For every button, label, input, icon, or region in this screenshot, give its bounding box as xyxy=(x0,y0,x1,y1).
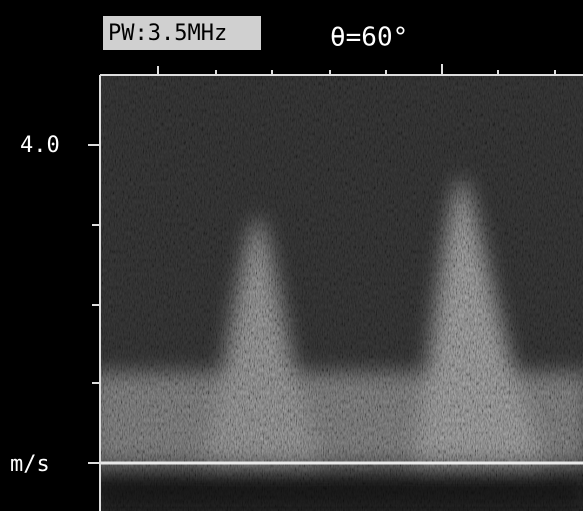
spectral-display xyxy=(100,75,583,511)
axis-frame xyxy=(88,64,583,511)
scale-top-label: 4.0 xyxy=(20,133,60,158)
speckle-noise xyxy=(100,75,583,511)
mode-box xyxy=(103,16,261,50)
mode-label: PW:3.5MHz xyxy=(108,21,227,46)
unit-label: m/s xyxy=(10,452,50,477)
angle-label: θ=60° xyxy=(330,23,408,53)
